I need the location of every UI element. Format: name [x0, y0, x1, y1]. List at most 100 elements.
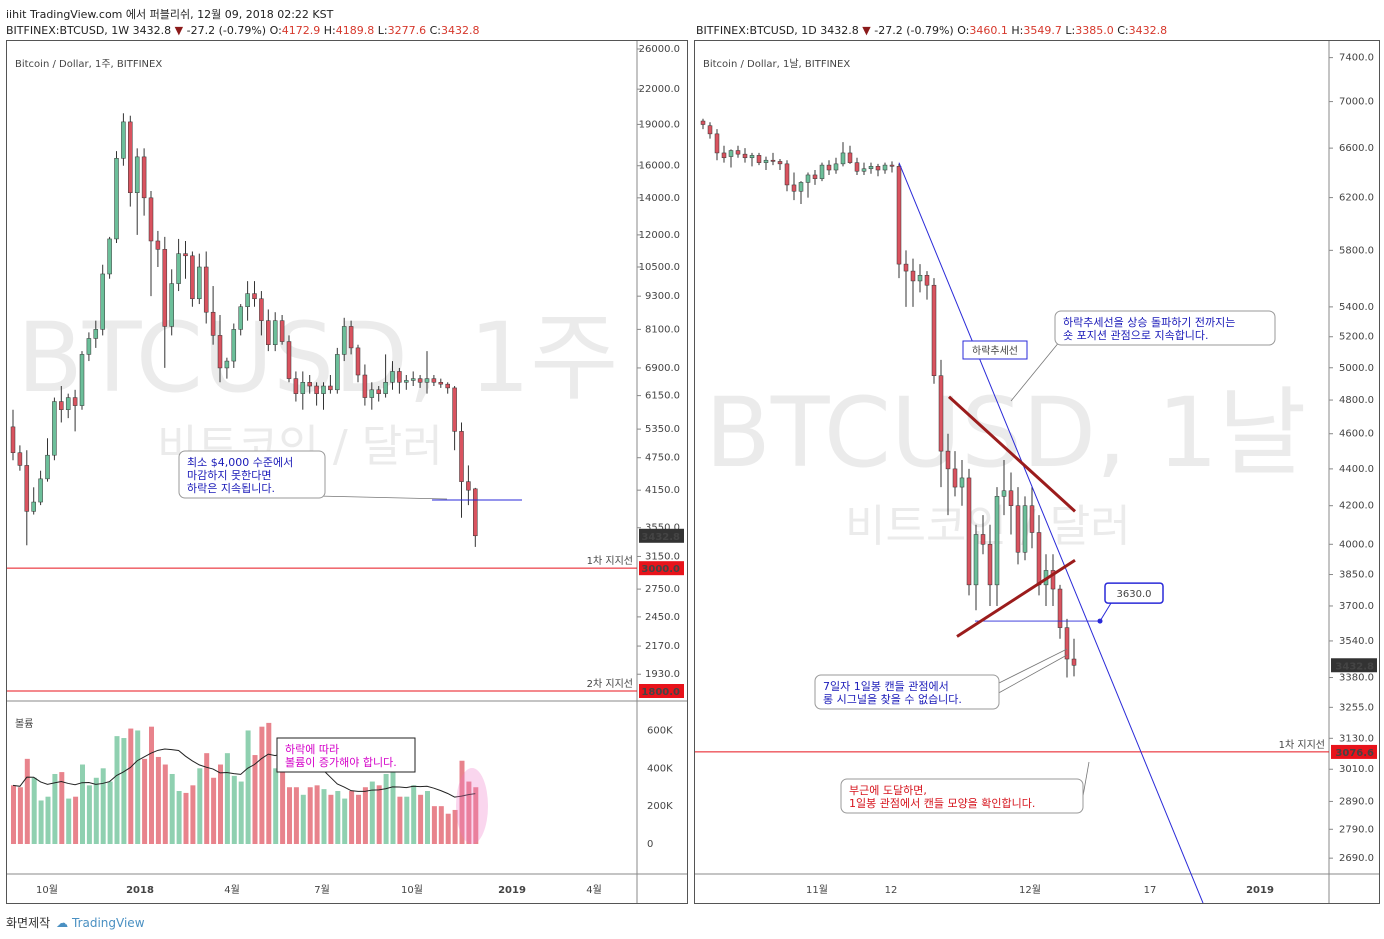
volume-note-line: 하락에 따라	[285, 742, 339, 756]
candle-body	[1036, 532, 1042, 586]
time-tick-label: 7월	[314, 884, 330, 896]
footer-credit: 화면제작	[6, 916, 51, 930]
note-mid-box	[814, 674, 1000, 710]
candle-body	[38, 478, 43, 503]
daily-chart-panel[interactable]: BTCUSD, 1날 비트코인 / 달러 Bitcoin / Dollar, 1날,…	[694, 40, 1380, 904]
volume-bar	[466, 781, 472, 844]
price-tick-label: 19000.0	[639, 119, 680, 130]
volume-bar	[459, 760, 465, 844]
price-tick-label: 5350.0	[645, 424, 680, 435]
down-arrow-icon: ▼	[862, 24, 871, 37]
tradingview-logo[interactable]: ☁ TradingView	[56, 916, 145, 930]
candle-body	[335, 354, 340, 391]
note-mid-leader	[994, 648, 1068, 686]
volume-bar	[45, 796, 51, 844]
volume-bar	[169, 773, 175, 844]
candle-body	[162, 249, 168, 327]
volume-bar	[238, 781, 244, 844]
volume-bar	[266, 722, 272, 844]
note-top-line: 숏 포지션 관점으로 지속합니다.	[1063, 329, 1209, 342]
price-tick-label: 3540.0	[1339, 636, 1374, 647]
volume-bar	[231, 775, 237, 844]
volume-bar	[190, 785, 196, 844]
price-tick-label: 12000.0	[639, 230, 680, 241]
candle-body	[742, 153, 748, 159]
chart-legend: Bitcoin / Dollar, 1주, BITFINEX	[15, 59, 162, 70]
high-label: H:	[323, 24, 336, 37]
candle-body	[714, 133, 720, 154]
support-line-1-price: 3076.6	[1335, 748, 1374, 759]
candle-body	[314, 385, 319, 394]
note-bottom-box	[840, 778, 1084, 814]
candle-body	[107, 238, 112, 275]
volume-bar	[114, 736, 120, 844]
volume-bar	[24, 758, 30, 844]
volume-bar	[362, 787, 368, 844]
candle-body	[417, 378, 423, 383]
weekly-chart-panel[interactable]: BTCUSD, 1주 비트코인 / 달러 Bitcoin / Dollar, 1주,…	[6, 40, 688, 904]
high-label: H:	[1011, 24, 1024, 37]
volume-tick-label: 200K	[647, 801, 673, 812]
candle-body	[272, 320, 278, 345]
volume-label: 볼륨	[15, 718, 33, 730]
volume-bar	[280, 755, 286, 844]
candle-body	[917, 275, 923, 282]
candle-body	[1071, 658, 1077, 666]
candle-body	[938, 375, 944, 452]
time-tick-label: 2019	[498, 885, 526, 896]
candle-body	[217, 335, 223, 369]
note-4000-line: 마감하지 못한다면	[187, 468, 271, 482]
volume-bar	[404, 796, 410, 844]
price-tick-label: 3380.0	[1339, 673, 1374, 684]
price-tick-label: 7000.0	[1339, 97, 1374, 108]
volume-bar	[11, 785, 16, 844]
volume-bar	[197, 768, 203, 844]
candle-body	[952, 468, 958, 488]
candle-body	[259, 298, 264, 321]
note-top-box	[1054, 310, 1276, 346]
time-tick-label: 2018	[126, 885, 154, 896]
price-tick-label: 3850.0	[1339, 570, 1374, 581]
volume-bar	[183, 792, 189, 844]
candle-body	[431, 378, 437, 383]
price-tick-label: 3550.0	[645, 523, 680, 534]
candle-body	[784, 163, 790, 186]
candle-body	[410, 378, 416, 381]
price-tick-label: 7400.0	[1339, 53, 1374, 64]
time-tick-label: 4월	[586, 884, 602, 896]
candle-body	[1050, 570, 1056, 590]
price-tick-label: 4750.0	[645, 453, 680, 464]
candle-body	[10, 426, 16, 453]
right-ohlc-line: BITFINEX:BTCUSD, 1D 3432.8 ▼ -27.2 (-0.7…	[696, 24, 1167, 37]
note-bottom-leader	[1082, 761, 1090, 797]
candle-body	[707, 125, 713, 135]
candle-body	[945, 450, 951, 470]
volume-bar	[135, 730, 141, 844]
volume-bar	[245, 730, 251, 844]
time-tick-label: 4월	[224, 884, 240, 896]
candle-body	[155, 240, 161, 250]
support-line-1-label: 1차 지지선	[1279, 739, 1325, 751]
candle-body	[93, 329, 99, 339]
volume-ma-line	[12, 748, 476, 798]
candle-body	[966, 477, 972, 586]
candle-body	[266, 320, 271, 345]
candle-body	[390, 371, 395, 383]
candle-body	[183, 253, 188, 257]
volume-bar	[425, 791, 430, 844]
volume-bar	[411, 785, 417, 844]
candle-body	[17, 452, 23, 466]
candle-body	[903, 263, 909, 272]
price-tick-label: 2450.0	[645, 612, 680, 623]
candle-body	[1057, 588, 1063, 628]
volume-bar	[224, 753, 230, 844]
volume-tick-label: 0	[647, 839, 653, 850]
candle-body	[328, 385, 333, 391]
candle-body	[369, 389, 375, 398]
downtrend-line	[898, 162, 1204, 903]
candle-body	[826, 164, 832, 171]
price-tick-label: 14000.0	[639, 193, 680, 204]
